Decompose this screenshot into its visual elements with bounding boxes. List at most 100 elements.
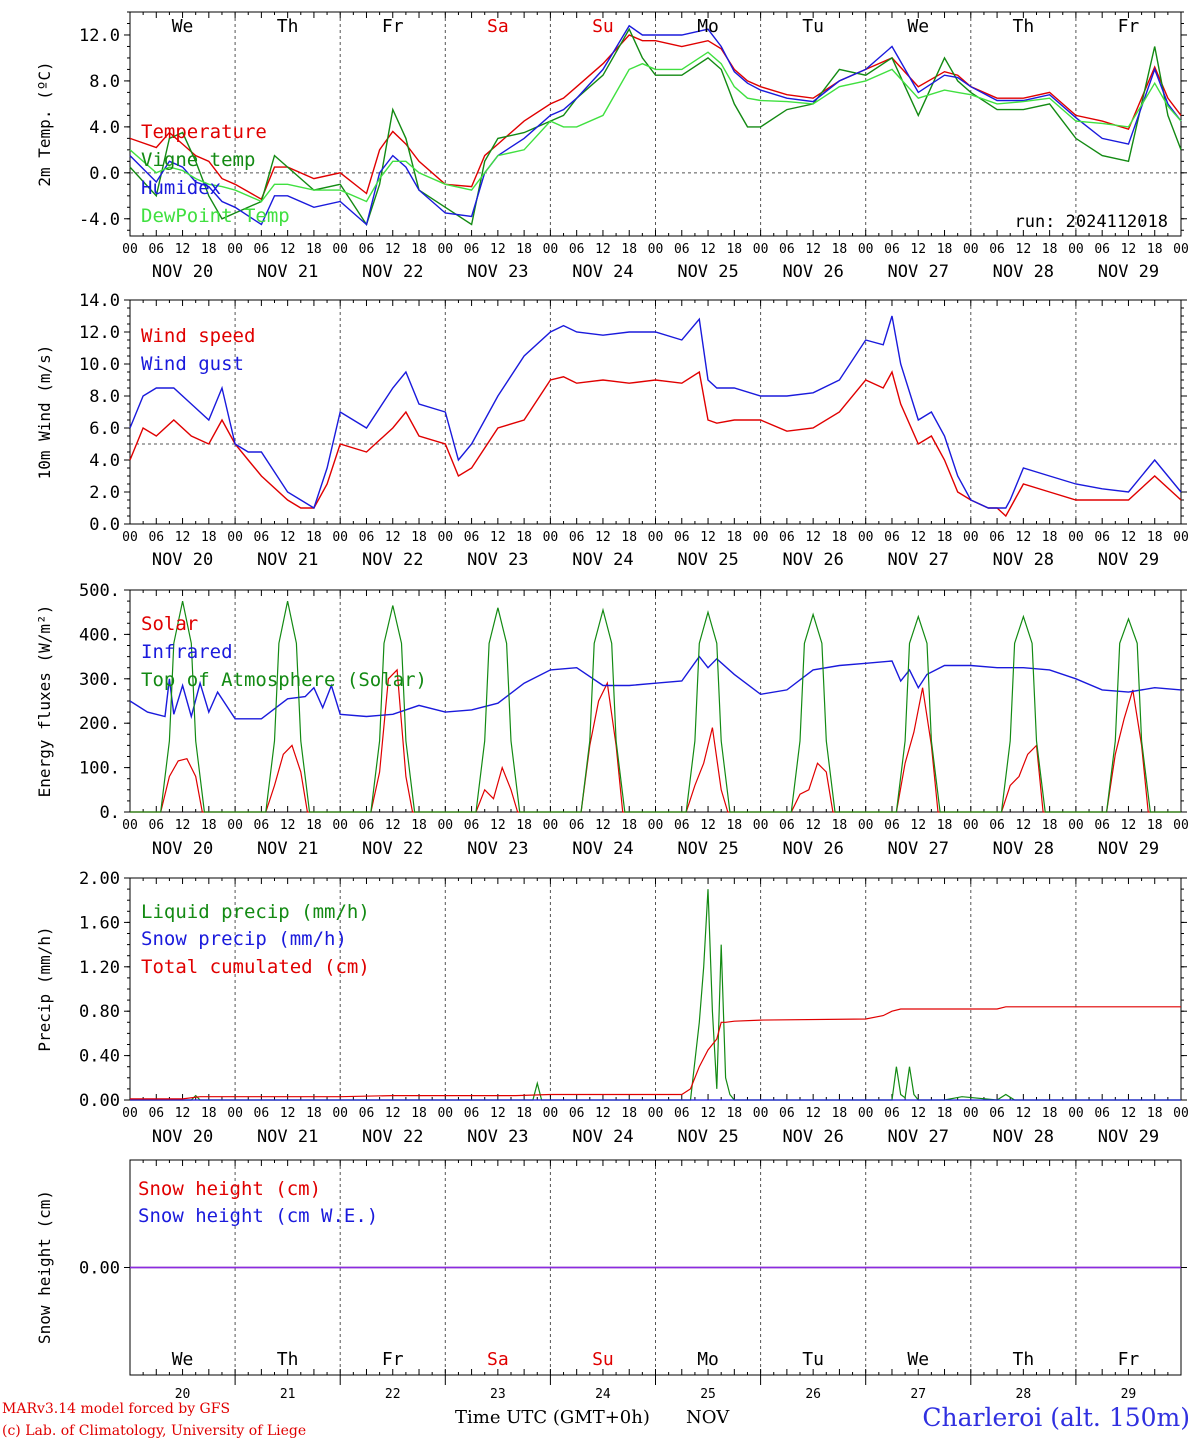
date-label: NOV 28 xyxy=(993,262,1054,282)
hour-tick-label: 18 xyxy=(726,530,742,545)
hour-tick-label: 18 xyxy=(306,1106,322,1121)
hour-tick-label: 18 xyxy=(411,242,427,257)
hour-tick-label: 12 xyxy=(1016,818,1032,833)
y-tick-label: 100. xyxy=(79,759,120,779)
run-label: run: 2024112018 xyxy=(1014,212,1168,232)
hour-tick-label: 06 xyxy=(674,242,690,257)
legend-entry: Liquid precip (mm/h) xyxy=(141,901,370,923)
date-label: NOV 24 xyxy=(572,550,633,570)
weekday-label-bottom: Tu xyxy=(802,1349,824,1370)
hour-tick-label: 12 xyxy=(385,1106,401,1121)
legend-entry: Snow height (cm) xyxy=(138,1178,321,1200)
series-line-top-of-atmosphere-solar- xyxy=(130,600,1181,813)
weekday-label-top: We xyxy=(907,16,929,37)
hour-tick-label: 06 xyxy=(359,818,375,833)
hour-tick-label: 06 xyxy=(1094,818,1110,833)
hour-tick-label: 00 xyxy=(1068,818,1084,833)
footer-model-line1: MARv3.14 model forced by GFS xyxy=(2,1401,230,1417)
hour-tick-label: 12 xyxy=(595,818,611,833)
hour-tick-label: 06 xyxy=(254,530,270,545)
hour-tick-label: 00 xyxy=(1068,530,1084,545)
hour-tick-label: 00 xyxy=(437,242,453,257)
day-number: 29 xyxy=(1121,1387,1137,1402)
hour-tick-label: 12 xyxy=(175,818,191,833)
date-label: NOV 26 xyxy=(782,1127,843,1147)
weekday-label-top: Fr xyxy=(1118,16,1140,37)
hour-tick-label: 12 xyxy=(385,530,401,545)
hour-tick-label: 12 xyxy=(175,1106,191,1121)
date-label: NOV 21 xyxy=(257,550,318,570)
hour-tick-label: 12 xyxy=(1121,1106,1137,1121)
date-label: NOV 20 xyxy=(152,839,213,859)
date-label: NOV 28 xyxy=(993,550,1054,570)
weekday-label-top: Tu xyxy=(802,16,824,37)
weekday-label-top: Su xyxy=(592,16,614,37)
date-label: NOV 24 xyxy=(572,839,633,859)
hour-tick-label: 18 xyxy=(726,242,742,257)
hour-tick-label: 12 xyxy=(910,1106,926,1121)
hour-tick-label: 18 xyxy=(621,818,637,833)
date-label: NOV 27 xyxy=(888,550,949,570)
panel-frame-0 xyxy=(129,11,1182,237)
hour-tick-label: 06 xyxy=(464,242,480,257)
x-axis-month: NOV xyxy=(686,1407,730,1428)
date-label: NOV 26 xyxy=(782,262,843,282)
hour-tick-label: 18 xyxy=(306,242,322,257)
hour-tick-label: 00 xyxy=(332,1106,348,1121)
hour-tick-label: 12 xyxy=(280,530,296,545)
y-axis-title: 2m Temp. (ºC) xyxy=(35,61,54,186)
hour-tick-label: 12 xyxy=(490,530,506,545)
hour-tick-label: 12 xyxy=(175,242,191,257)
date-label: NOV 21 xyxy=(257,1127,318,1147)
day-number: 24 xyxy=(595,1387,611,1402)
y-tick-label: 0.00 xyxy=(79,1259,120,1279)
hour-tick-label: 12 xyxy=(805,530,821,545)
hour-tick-label: 12 xyxy=(595,242,611,257)
legend-entry: Solar xyxy=(141,613,198,635)
day-number: 27 xyxy=(910,1387,926,1402)
hour-tick-label: 00 xyxy=(227,530,243,545)
footer-model-line2: (c) Lab. of Climatology, University of L… xyxy=(2,1423,306,1439)
weekday-label-bottom: Mo xyxy=(697,1349,719,1370)
hour-tick-label: 18 xyxy=(411,818,427,833)
y-axis-title: Snow height (cm) xyxy=(35,1190,54,1344)
hour-tick-label: 00 xyxy=(1173,242,1189,257)
hour-tick-label: 18 xyxy=(726,1106,742,1121)
hour-tick-label: 00 xyxy=(1068,1106,1084,1121)
hour-tick-label: 18 xyxy=(516,242,532,257)
hour-tick-label: 12 xyxy=(490,242,506,257)
hour-tick-label: 06 xyxy=(989,818,1005,833)
day-number: 28 xyxy=(1016,1387,1032,1402)
legend-entry: DewPoint Temp xyxy=(141,205,290,227)
hour-tick-label: 12 xyxy=(700,818,716,833)
y-tick-label: 0.0 xyxy=(89,515,120,535)
hour-tick-label: 06 xyxy=(884,530,900,545)
hour-tick-label: 12 xyxy=(700,1106,716,1121)
date-label: NOV 24 xyxy=(572,1127,633,1147)
hour-tick-label: 06 xyxy=(148,1106,164,1121)
y-tick-label: 0.80 xyxy=(79,1002,120,1022)
date-label: NOV 23 xyxy=(467,1127,528,1147)
legend-entry: Top of Atmosphere (Solar) xyxy=(141,669,427,691)
date-label: NOV 23 xyxy=(467,550,528,570)
weekday-label-top: Sa xyxy=(487,16,509,37)
hour-tick-label: 18 xyxy=(411,530,427,545)
weekday-label-top: We xyxy=(172,16,194,37)
hour-tick-label: 12 xyxy=(805,818,821,833)
hour-tick-label: 06 xyxy=(674,818,690,833)
legend-entry: Snow precip (mm/h) xyxy=(141,928,347,950)
hour-tick-label: 00 xyxy=(122,818,138,833)
hour-tick-label: 06 xyxy=(569,242,585,257)
date-label: NOV 28 xyxy=(993,1127,1054,1147)
hour-tick-label: 06 xyxy=(464,818,480,833)
day-number: 21 xyxy=(280,1387,296,1402)
hour-tick-label: 00 xyxy=(543,530,559,545)
hour-tick-label: 12 xyxy=(1016,1106,1032,1121)
hour-tick-label: 06 xyxy=(359,1106,375,1121)
weekday-label-top: Fr xyxy=(382,16,404,37)
hour-tick-label: 00 xyxy=(1173,530,1189,545)
date-label: NOV 23 xyxy=(467,262,528,282)
hour-tick-label: 18 xyxy=(832,818,848,833)
hour-tick-label: 18 xyxy=(306,530,322,545)
hour-tick-label: 00 xyxy=(963,1106,979,1121)
